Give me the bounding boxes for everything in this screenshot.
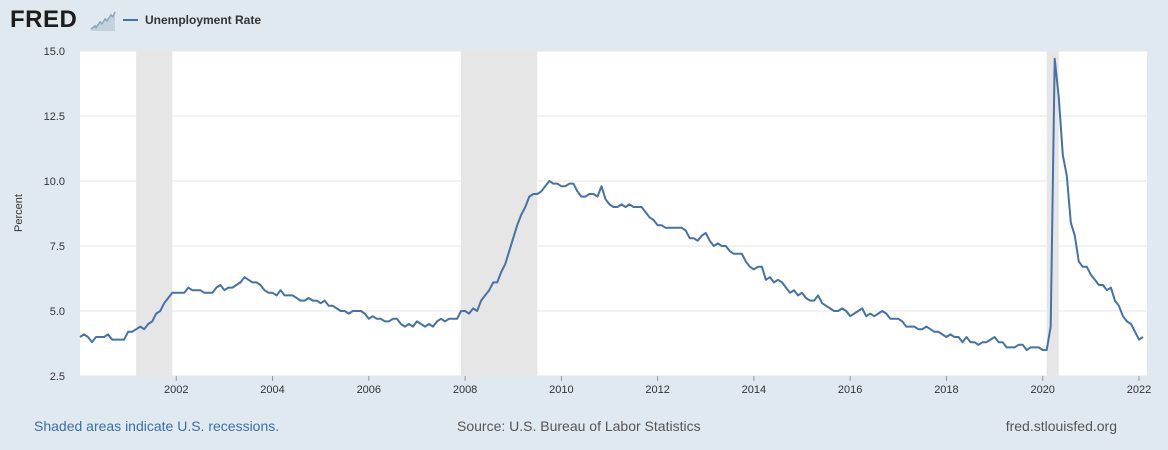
y-tick-label: 2.5: [50, 371, 65, 383]
x-tick-label: 2008: [453, 384, 477, 396]
trend-line-icon: [90, 9, 116, 31]
source-note: Source: U.S. Bureau of Labor Statistics: [457, 418, 701, 434]
x-tick-label: 2006: [357, 384, 381, 396]
x-tick-label: 2010: [549, 384, 573, 396]
x-tick-label: 2018: [934, 384, 958, 396]
unemployment-rate-chart[interactable]: 2.55.07.510.012.515.0 2002 2004 2006 2008 20…: [0, 40, 1168, 400]
x-tick-label: 2020: [1030, 384, 1054, 396]
legend-label: Unemployment Rate: [145, 13, 262, 27]
legend-swatch: [123, 19, 138, 21]
y-tick-label: 10.0: [44, 176, 65, 188]
site-url[interactable]: fred.stlouisfed.org: [1005, 418, 1117, 434]
y-tick-label: 5.0: [50, 306, 65, 318]
x-tick-label: 2004: [260, 384, 284, 396]
chart-header: FRED Unemployment Rate: [0, 0, 1168, 40]
recession-band-0: [136, 51, 173, 376]
legend[interactable]: Unemployment Rate: [123, 12, 261, 28]
gridlines: [80, 50, 1147, 377]
x-tick-label: 2014: [742, 384, 766, 396]
x-axis-ticks: 2002 2004 2006 2008 2010 2012 2014 2016 2018 2020…: [164, 376, 1151, 396]
x-tick-label: 2002: [164, 384, 188, 396]
recession-band-1: [461, 51, 538, 376]
y-tick-label: 12.5: [44, 111, 65, 123]
recession-shading: [136, 51, 1059, 376]
x-tick-label: 2022: [1127, 384, 1151, 396]
recessions-note[interactable]: Shaded areas indicate U.S. recessions.: [34, 418, 280, 434]
y-tick-label: 15.0: [44, 46, 65, 58]
y-tick-label: 7.5: [50, 241, 65, 253]
x-tick-label: 2012: [645, 384, 669, 396]
y-axis-label: Percent: [13, 194, 25, 232]
y-axis-ticks: 2.5 5.0 7.5 10.0 12.5 15.0: [44, 46, 65, 383]
fred-logo[interactable]: FRED: [10, 6, 78, 33]
series-line-unemployment-rate[interactable]: [79, 57, 1144, 351]
plot-background: [80, 51, 1147, 376]
x-tick-label: 2016: [838, 384, 862, 396]
